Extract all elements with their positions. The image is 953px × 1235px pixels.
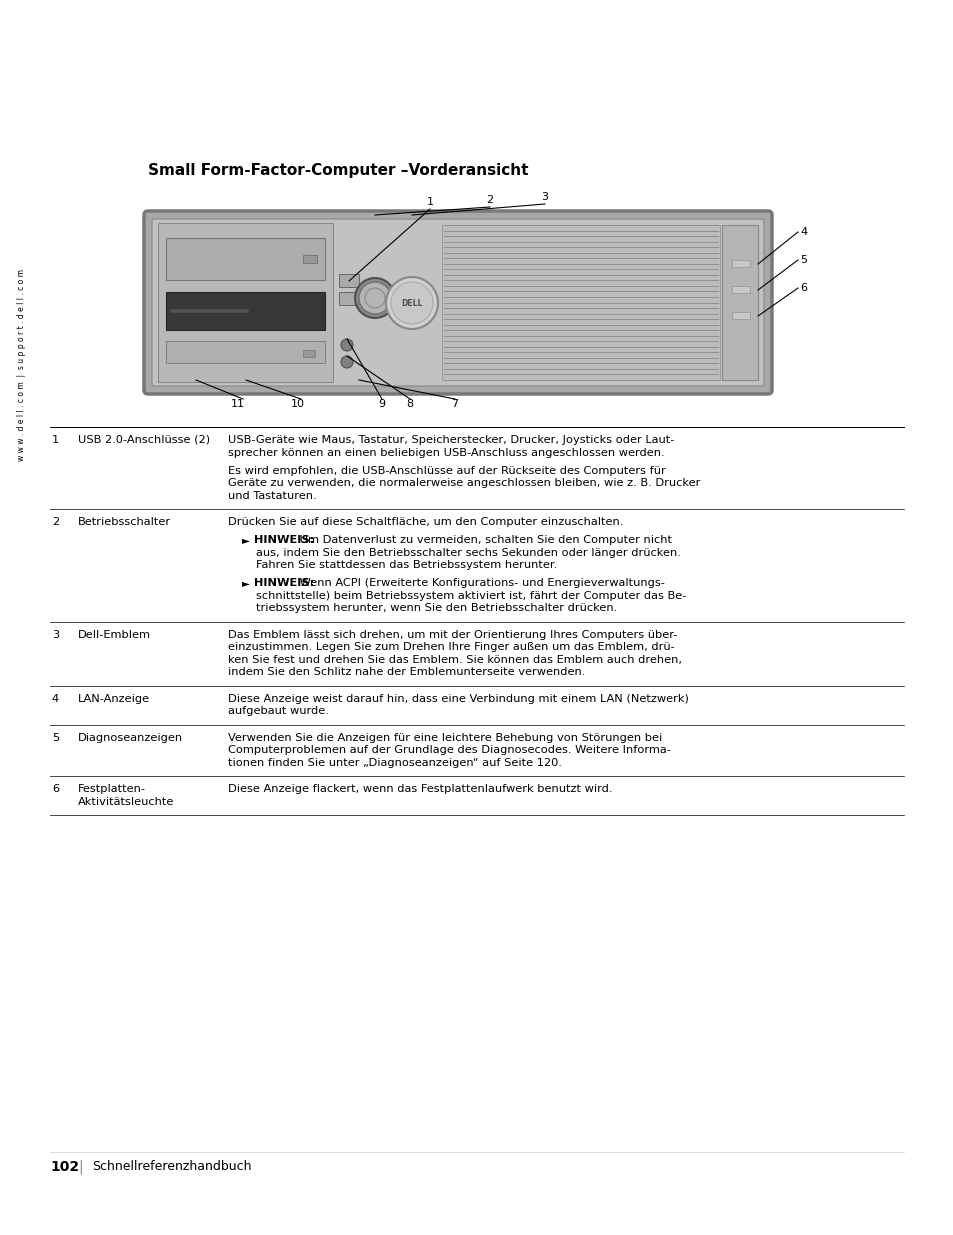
Text: Diese Anzeige flackert, wenn das Festplattenlaufwerk benutzt wird.: Diese Anzeige flackert, wenn das Festpla… (228, 784, 612, 794)
Text: w w w . d e l l . c o m  |  s u p p o r t . d e l l . c o m: w w w . d e l l . c o m | s u p p o r t … (17, 269, 27, 461)
Bar (731, 261, 749, 267)
Text: 10: 10 (291, 399, 305, 409)
Text: 6: 6 (800, 283, 806, 293)
Bar (731, 312, 749, 319)
Text: 3: 3 (541, 191, 548, 203)
Circle shape (340, 338, 353, 351)
Text: LAN-Anzeige: LAN-Anzeige (78, 694, 150, 704)
Bar (170, 309, 249, 312)
Bar (441, 225, 720, 380)
Text: 1: 1 (52, 435, 59, 445)
Text: Dell-Emblem: Dell-Emblem (78, 630, 151, 640)
FancyBboxPatch shape (144, 211, 771, 394)
Text: Diagnoseanzeigen: Diagnoseanzeigen (78, 732, 183, 743)
Bar (303, 254, 316, 263)
Circle shape (386, 277, 437, 329)
Text: triebssystem herunter, wenn Sie den Betriebsschalter drücken.: triebssystem herunter, wenn Sie den Betr… (255, 604, 617, 614)
Text: DELL: DELL (401, 299, 422, 308)
Text: Wenn ACPI (Erweiterte Konfigurations- und Energieverwaltungs-: Wenn ACPI (Erweiterte Konfigurations- un… (295, 578, 664, 588)
Text: Diese Anzeige weist darauf hin, dass eine Verbindung mit einem LAN (Netzwerk): Diese Anzeige weist darauf hin, dass ein… (228, 694, 688, 704)
Text: USB 2.0-Anschlüsse (2): USB 2.0-Anschlüsse (2) (78, 435, 210, 445)
Circle shape (355, 278, 395, 317)
Text: 8: 8 (406, 399, 414, 409)
Text: 4: 4 (52, 694, 59, 704)
Text: Festplatten-: Festplatten- (78, 784, 146, 794)
Text: 5: 5 (800, 254, 806, 266)
Text: Schnellreferenzhandbuch: Schnellreferenzhandbuch (91, 1161, 252, 1173)
Text: |: | (78, 1160, 83, 1174)
Text: Um Datenverlust zu vermeiden, schalten Sie den Computer nicht: Um Datenverlust zu vermeiden, schalten S… (295, 535, 671, 545)
Text: HINWEIS:: HINWEIS: (253, 578, 314, 588)
Text: 5: 5 (52, 732, 59, 743)
Text: ken Sie fest und drehen Sie das Emblem. Sie können das Emblem auch drehen,: ken Sie fest und drehen Sie das Emblem. … (228, 655, 681, 664)
Text: und Tastaturen.: und Tastaturen. (228, 490, 316, 500)
Text: HINWEIS:: HINWEIS: (253, 535, 314, 545)
Text: Fahren Sie stattdessen das Betriebssystem herunter.: Fahren Sie stattdessen das Betriebssyste… (255, 561, 557, 571)
Text: aus, indem Sie den Betriebsschalter sechs Sekunden oder länger drücken.: aus, indem Sie den Betriebsschalter sech… (255, 548, 680, 558)
Bar (166, 291, 325, 330)
Text: indem Sie den Schlitz nahe der Emblemunterseite verwenden.: indem Sie den Schlitz nahe der Emblemunt… (228, 667, 585, 677)
Text: 11: 11 (231, 399, 245, 409)
Bar (731, 287, 749, 293)
Circle shape (358, 282, 391, 314)
Text: Betriebsschalter: Betriebsschalter (78, 517, 171, 527)
Text: 2: 2 (486, 195, 493, 205)
Text: Small Form-Factor-Computer –Vorderansicht: Small Form-Factor-Computer –Vorderansich… (148, 163, 528, 178)
Text: tionen finden Sie unter „Diagnoseanzeigen“ auf Seite 120.: tionen finden Sie unter „Diagnoseanzeige… (228, 758, 561, 768)
Text: Das Emblem lässt sich drehen, um mit der Orientierung Ihres Computers über-: Das Emblem lässt sich drehen, um mit der… (228, 630, 677, 640)
Circle shape (340, 356, 353, 368)
Text: USB-Geräte wie Maus, Tastatur, Speicherstecker, Drucker, Joysticks oder Laut-: USB-Geräte wie Maus, Tastatur, Speichers… (228, 435, 674, 445)
Text: Verwenden Sie die Anzeigen für eine leichtere Behebung von Störungen bei: Verwenden Sie die Anzeigen für eine leic… (228, 732, 661, 743)
Bar (338, 291, 358, 305)
Text: ►: ► (242, 578, 250, 588)
Circle shape (391, 282, 433, 324)
Bar (166, 341, 325, 363)
Text: schnittstelle) beim Betriebssystem aktiviert ist, fährt der Computer das Be-: schnittstelle) beim Betriebssystem aktiv… (255, 590, 685, 601)
Text: Es wird empfohlen, die USB-Anschlüsse auf der Rückseite des Computers für: Es wird empfohlen, die USB-Anschlüsse au… (228, 466, 665, 475)
Bar (303, 350, 314, 357)
FancyBboxPatch shape (152, 219, 763, 387)
Bar (158, 224, 333, 382)
Text: 1: 1 (426, 198, 433, 207)
Text: aufgebaut wurde.: aufgebaut wurde. (228, 706, 329, 716)
Text: 7: 7 (451, 399, 458, 409)
Text: 9: 9 (378, 399, 385, 409)
Bar (166, 238, 325, 280)
Text: Computerproblemen auf der Grundlage des Diagnosecodes. Weitere Informa-: Computerproblemen auf der Grundlage des … (228, 746, 670, 756)
Bar (721, 225, 758, 380)
Text: 3: 3 (52, 630, 59, 640)
Text: 102: 102 (50, 1160, 79, 1174)
Text: Aktivitätsleuchte: Aktivitätsleuchte (78, 797, 174, 806)
Text: 4: 4 (800, 227, 806, 237)
Text: 2: 2 (52, 517, 59, 527)
Text: ►: ► (242, 535, 250, 545)
Text: Geräte zu verwenden, die normalerweise angeschlossen bleiben, wie z. B. Drucker: Geräte zu verwenden, die normalerweise a… (228, 478, 700, 488)
Bar (338, 274, 358, 287)
Text: sprecher können an einen beliebigen USB-Anschluss angeschlossen werden.: sprecher können an einen beliebigen USB-… (228, 447, 664, 457)
Text: Drücken Sie auf diese Schaltfläche, um den Computer einzuschalten.: Drücken Sie auf diese Schaltfläche, um d… (228, 517, 622, 527)
Text: 6: 6 (52, 784, 59, 794)
Text: einzustimmen. Legen Sie zum Drehen Ihre Finger außen um das Emblem, drü-: einzustimmen. Legen Sie zum Drehen Ihre … (228, 642, 674, 652)
